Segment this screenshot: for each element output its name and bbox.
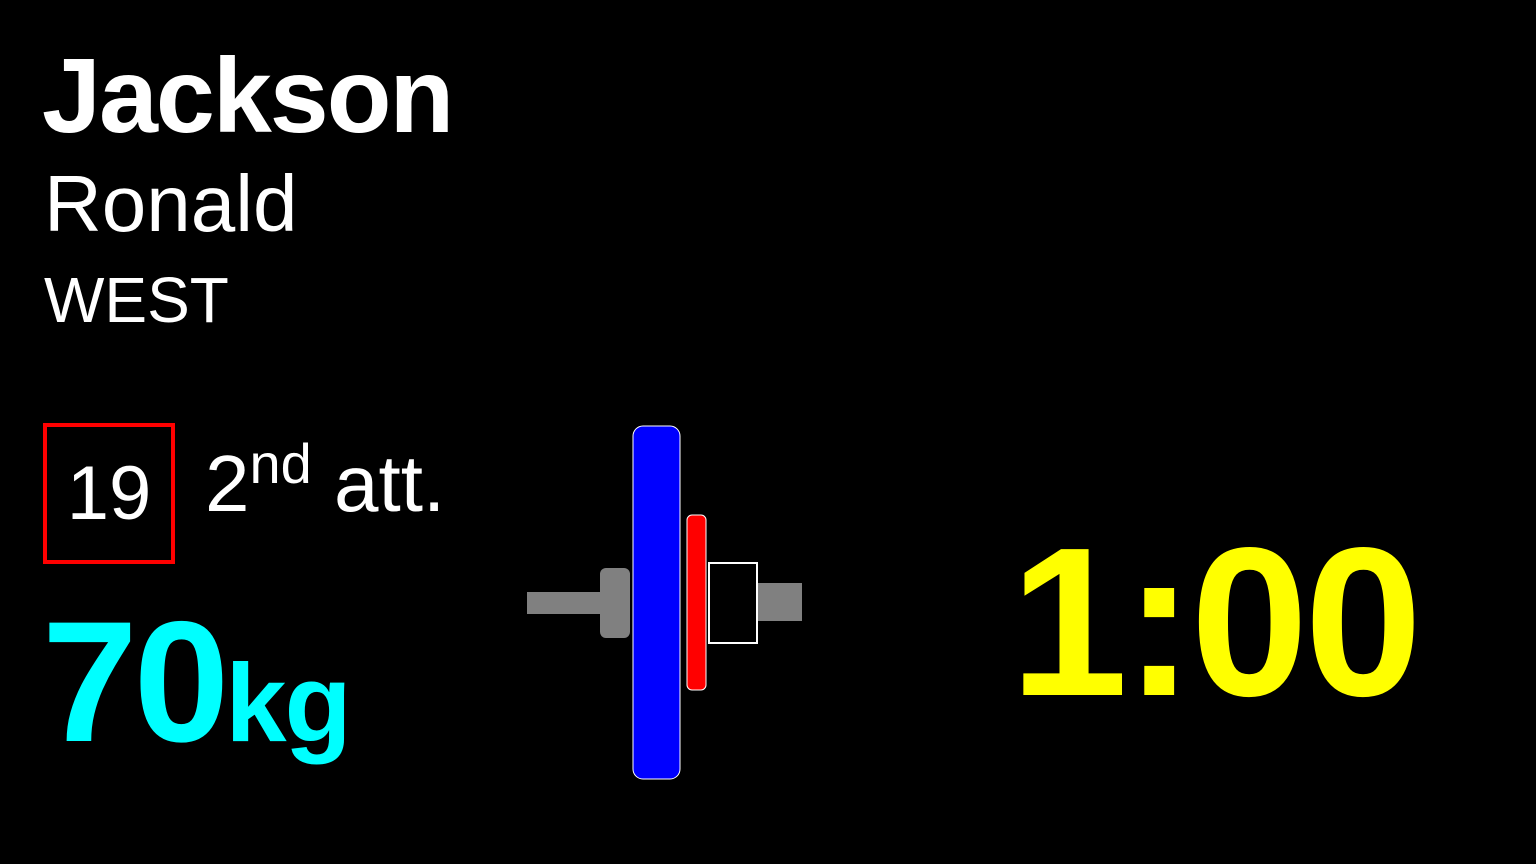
attempt-clock: 1:00 bbox=[1010, 503, 1422, 740]
athlete-last-name: Jackson bbox=[42, 37, 454, 155]
red-plate bbox=[686, 514, 707, 691]
attempt-number: 2 bbox=[205, 439, 250, 528]
athlete-first-name: Ronald bbox=[44, 159, 298, 248]
start-number-box: 19 bbox=[43, 423, 175, 564]
blue-plate bbox=[632, 425, 681, 780]
attempt-suffix: nd bbox=[249, 432, 312, 495]
bar-collar-stop bbox=[600, 568, 630, 638]
bar-sleeve-left bbox=[527, 592, 607, 614]
barbell-icon bbox=[527, 425, 802, 780]
requested-weight: 70kg bbox=[42, 596, 352, 768]
attempt-label: att. bbox=[334, 439, 446, 528]
collar bbox=[708, 562, 758, 644]
weight-unit: kg bbox=[225, 642, 351, 765]
attempt-indicator: 2nd att. bbox=[205, 436, 446, 528]
bar-sleeve-right bbox=[756, 583, 802, 621]
athlete-team: WEST bbox=[44, 264, 229, 336]
weight-value: 70 bbox=[42, 586, 229, 778]
start-number: 19 bbox=[66, 451, 152, 536]
